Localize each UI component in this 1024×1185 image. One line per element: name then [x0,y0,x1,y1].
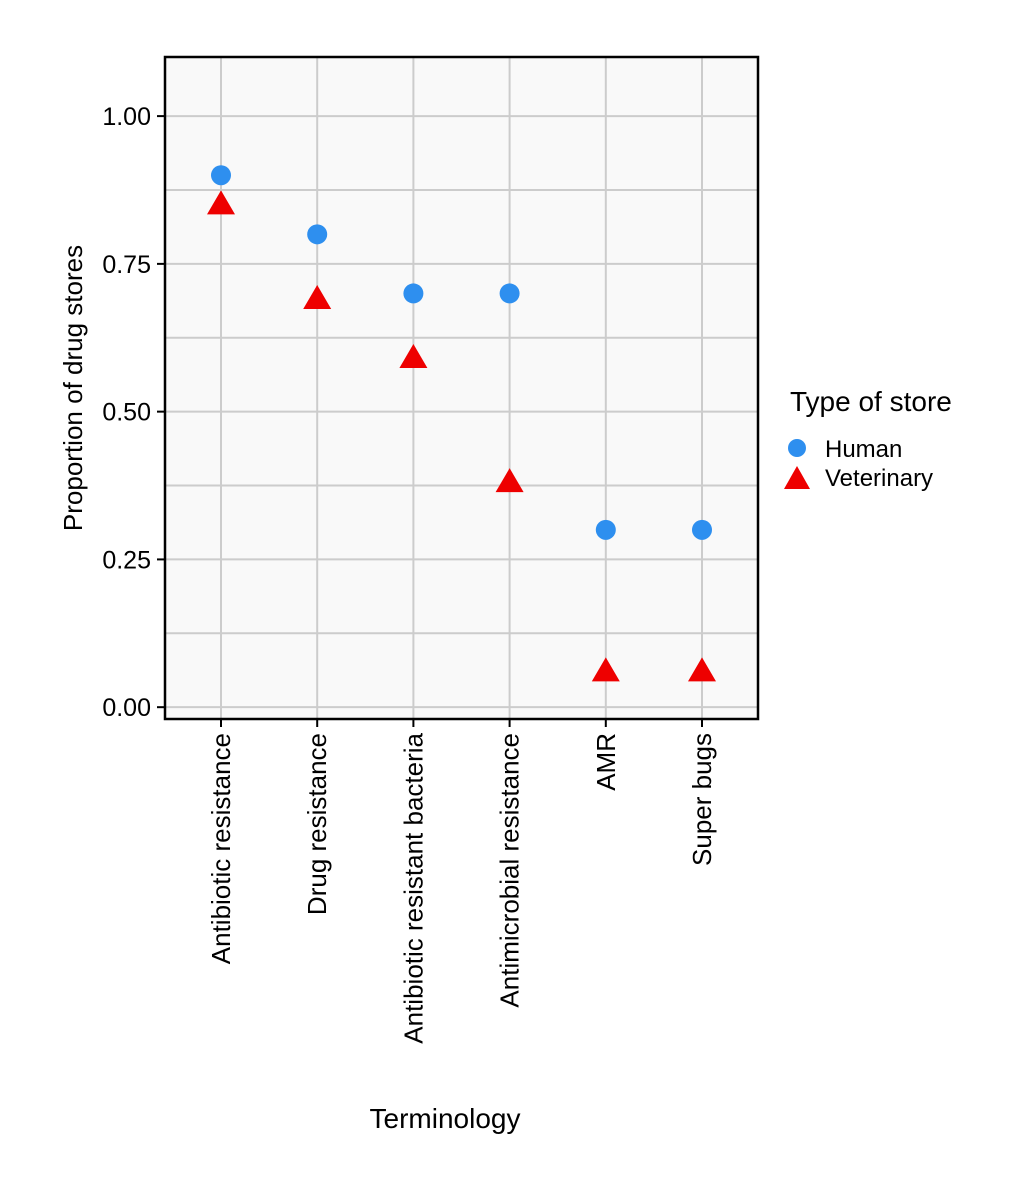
y-axis-title: Proportion of drug stores [58,245,88,531]
legend-label-human: Human [825,436,902,463]
x-tick-label: Antibiotic resistant bacteria [398,732,428,1043]
x-tick-label: Antimicrobial resistance [495,733,525,1008]
panel-border [163,55,760,721]
point-human [211,165,231,186]
point-human [692,519,712,540]
y-tick-label: 1.00 [102,103,151,131]
legend-key-veterinary [784,466,810,489]
x-tick-label: Antibiotic resistance [206,733,236,964]
y-tick-label: 0.25 [102,546,151,574]
point-human [307,224,328,245]
legend: Type of store Human Veterinary [784,386,952,492]
point-veterinary [495,468,524,493]
panel-background [165,57,758,719]
point-veterinary [591,657,620,682]
point-human [403,283,424,304]
point-veterinary [207,190,235,215]
legend-label-veterinary: Veterinary [825,465,933,492]
legend-title: Type of store [790,386,952,417]
x-tick-label: Drug resistance [302,733,332,915]
point-human [499,283,520,304]
data-marks [207,165,716,682]
x-axis-title: Terminology [370,1103,521,1134]
grid-lines [165,57,758,719]
point-veterinary [399,344,428,369]
x-tick-label: AMR [591,733,621,791]
point-human [595,519,616,540]
y-tick-label: 0.75 [102,251,151,279]
legend-key-human [788,439,806,457]
x-tick-label: Super bugs [687,733,717,866]
axes: 0.00 0.25 0.50 0.75 1.00 Antibiotic resistanc… [102,103,717,1044]
point-veterinary [688,657,716,682]
y-tick-label: 0.50 [102,399,151,427]
y-tick-label: 0.00 [102,694,151,722]
point-veterinary [303,284,332,309]
